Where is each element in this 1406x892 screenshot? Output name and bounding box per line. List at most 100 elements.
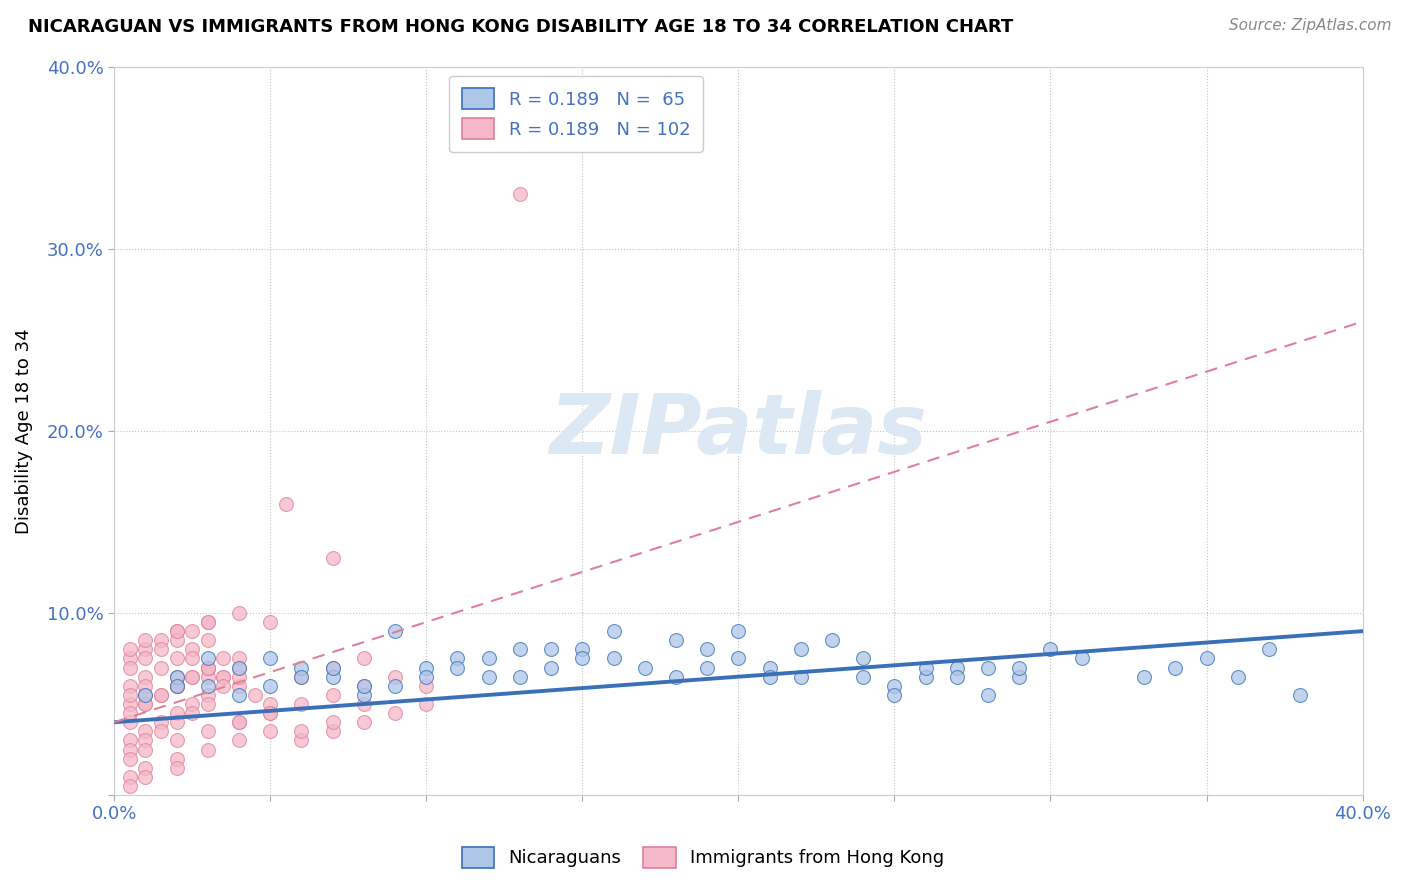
Point: [118, 651, 141, 665]
Point: [415, 670, 437, 684]
Point: [197, 615, 219, 629]
Point: [166, 624, 188, 639]
Point: [166, 679, 188, 693]
Point: [790, 642, 813, 657]
Text: NICARAGUAN VS IMMIGRANTS FROM HONG KONG DISABILITY AGE 18 TO 34 CORRELATION CHAR: NICARAGUAN VS IMMIGRANTS FROM HONG KONG …: [28, 18, 1014, 36]
Point: [259, 697, 281, 711]
Point: [181, 697, 204, 711]
Point: [118, 688, 141, 702]
Point: [181, 706, 204, 720]
Point: [883, 688, 905, 702]
Point: [181, 670, 204, 684]
Point: [696, 660, 718, 674]
Point: [181, 642, 204, 657]
Point: [353, 715, 375, 730]
Point: [977, 660, 1000, 674]
Point: [977, 688, 1000, 702]
Point: [166, 679, 188, 693]
Point: [197, 670, 219, 684]
Point: [166, 706, 188, 720]
Y-axis label: Disability Age 18 to 34: Disability Age 18 to 34: [15, 328, 32, 533]
Point: [150, 642, 173, 657]
Point: [1039, 642, 1062, 657]
Point: [353, 688, 375, 702]
Point: [1008, 660, 1031, 674]
Point: [166, 715, 188, 730]
Point: [228, 660, 250, 674]
Point: [322, 660, 344, 674]
Point: [914, 670, 936, 684]
Point: [322, 688, 344, 702]
Point: [118, 742, 141, 756]
Point: [322, 551, 344, 566]
Point: [790, 670, 813, 684]
Point: [150, 660, 173, 674]
Point: [852, 651, 875, 665]
Point: [290, 670, 312, 684]
Point: [197, 660, 219, 674]
Point: [259, 679, 281, 693]
Point: [197, 651, 219, 665]
Point: [509, 670, 531, 684]
Point: [852, 670, 875, 684]
Point: [197, 615, 219, 629]
Point: [353, 679, 375, 693]
Point: [602, 651, 624, 665]
Point: [134, 679, 156, 693]
Point: [150, 688, 173, 702]
Point: [150, 633, 173, 648]
Point: [946, 670, 969, 684]
Point: [197, 688, 219, 702]
Point: [181, 651, 204, 665]
Point: [571, 642, 593, 657]
Point: [478, 670, 501, 684]
Point: [259, 724, 281, 739]
Point: [384, 624, 406, 639]
Point: [118, 706, 141, 720]
Point: [197, 742, 219, 756]
Point: [384, 679, 406, 693]
Point: [758, 660, 780, 674]
Point: [1008, 670, 1031, 684]
Point: [197, 679, 219, 693]
Point: [150, 715, 173, 730]
Point: [353, 679, 375, 693]
Point: [228, 715, 250, 730]
Point: [290, 697, 312, 711]
Point: [290, 733, 312, 747]
Point: [228, 606, 250, 620]
Point: [509, 187, 531, 202]
Point: [290, 670, 312, 684]
Point: [228, 670, 250, 684]
Point: [228, 651, 250, 665]
Point: [134, 633, 156, 648]
Point: [322, 715, 344, 730]
Point: [134, 642, 156, 657]
Point: [118, 779, 141, 793]
Point: [259, 615, 281, 629]
Point: [134, 697, 156, 711]
Point: [212, 651, 235, 665]
Point: [150, 724, 173, 739]
Point: [353, 651, 375, 665]
Point: [415, 679, 437, 693]
Point: [322, 724, 344, 739]
Point: [509, 642, 531, 657]
Point: [228, 733, 250, 747]
Point: [727, 624, 749, 639]
Point: [118, 715, 141, 730]
Point: [322, 660, 344, 674]
Point: [166, 633, 188, 648]
Point: [228, 688, 250, 702]
Point: [259, 706, 281, 720]
Point: [415, 660, 437, 674]
Point: [353, 697, 375, 711]
Point: [197, 633, 219, 648]
Point: [118, 697, 141, 711]
Point: [540, 642, 562, 657]
Point: [212, 670, 235, 684]
Point: [118, 751, 141, 765]
Point: [1289, 688, 1312, 702]
Point: [540, 660, 562, 674]
Point: [166, 761, 188, 775]
